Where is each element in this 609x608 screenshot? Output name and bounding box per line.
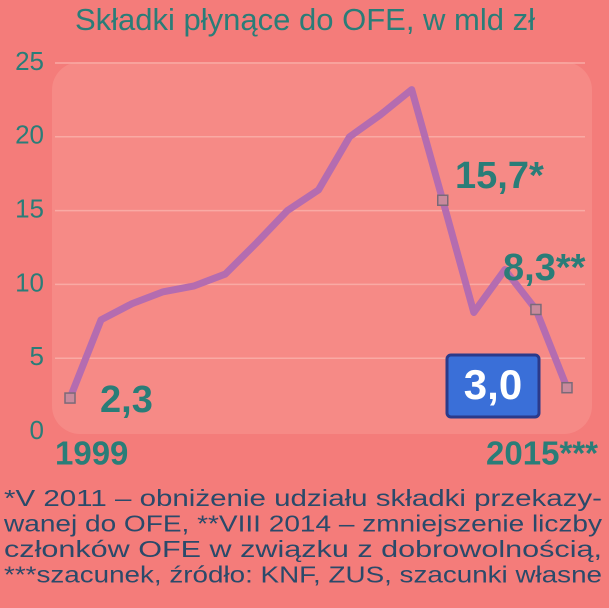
x-tick-label: 2015***: [486, 435, 598, 472]
data-point: [64, 392, 76, 404]
data-point: [437, 194, 449, 207]
footnote: ***szacunek, źródło: KNF, ZUS, szacunki …: [4, 562, 602, 588]
y-tick-label: 25: [15, 46, 44, 76]
y-tick-label: 5: [30, 341, 44, 371]
y-tick-label: 0: [30, 415, 44, 445]
data-point: [530, 303, 542, 316]
data-point: [561, 381, 573, 394]
y-tick-label: 10: [15, 267, 44, 297]
data-label: 2,3: [100, 379, 153, 421]
x-tick-label: 1999: [55, 435, 128, 472]
y-tick-label: 20: [15, 120, 44, 150]
footnote: *V 2011 – obniżenie udziału składki prze…: [4, 485, 602, 511]
footnote: członków OFE w związku z dobrowolnością,: [4, 536, 602, 562]
y-tick-label: 15: [15, 193, 44, 223]
data-label: 15,7*: [455, 155, 544, 197]
chart-title: Składki płynące do OFE, w mld zł: [75, 2, 535, 37]
footnote: wanej do OFE, **VIII 2014 – zmniejszenie…: [3, 511, 603, 537]
data-line: [66, 86, 571, 400]
label-box: [445, 353, 541, 419]
data-label: 3,0: [464, 361, 522, 408]
plot-area: [52, 62, 592, 434]
data-label: 8,3**: [503, 247, 586, 289]
